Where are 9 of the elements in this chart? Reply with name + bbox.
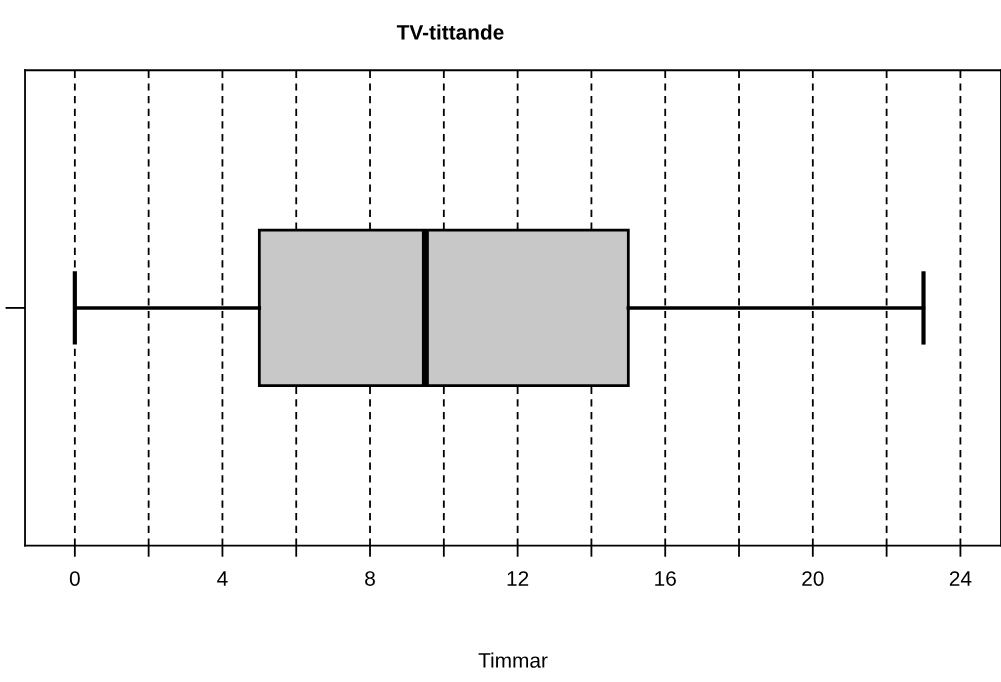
x-tick-label: 12	[507, 571, 529, 586]
x-tick-label: 8	[365, 571, 375, 586]
x-tick-label: 4	[217, 571, 228, 586]
x-axis-title: Timmar	[478, 652, 548, 668]
x-tick-label: 20	[802, 571, 824, 586]
x-tick-label: 16	[655, 571, 676, 586]
x-tick-label: 0	[69, 571, 80, 586]
x-tick-label: 24	[949, 571, 972, 586]
chart-title: TV-tittande	[396, 24, 504, 40]
